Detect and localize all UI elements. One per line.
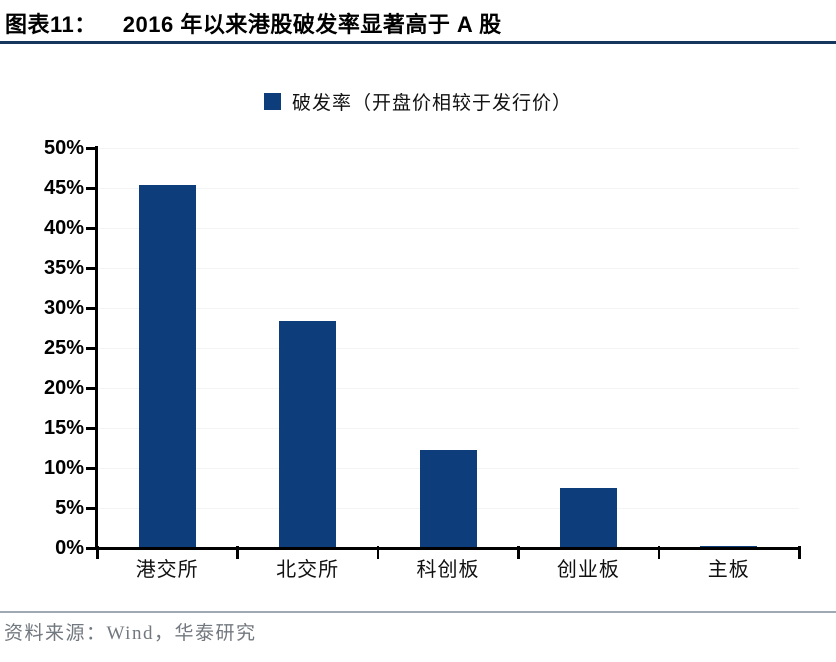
- gridline: [99, 308, 799, 309]
- gridline: [99, 268, 799, 269]
- y-axis-tick: [86, 187, 97, 190]
- y-axis-tick-label: 25%: [43, 337, 84, 359]
- x-axis-tick: [376, 546, 380, 559]
- x-axis-category-label: 主板: [707, 559, 750, 581]
- y-axis-tick: [86, 467, 97, 470]
- x-axis-tick: [517, 546, 520, 559]
- bar-港交所: [138, 184, 196, 548]
- y-axis-tick-label: 5%: [55, 497, 84, 519]
- gridline: [99, 388, 799, 389]
- y-axis-tick-label: 10%: [43, 457, 84, 479]
- y-axis-tick-label: 50%: [43, 137, 84, 159]
- y-axis-tick: [86, 227, 97, 230]
- bar-北交所: [279, 320, 337, 548]
- figure-title: 2016 年以来港股破发率显著高于 A 股: [122, 12, 502, 37]
- gridline: [99, 348, 799, 349]
- y-axis-tick: [86, 507, 97, 510]
- y-axis-tick: [86, 387, 97, 390]
- y-axis-tick-label: 45%: [43, 177, 84, 199]
- gridline: [99, 148, 799, 149]
- y-axis-line: [95, 146, 98, 550]
- chart-legend: 破发率（开盘价相较于发行价）: [0, 88, 836, 114]
- y-axis-tick-label: 20%: [43, 377, 84, 399]
- y-axis-tick: [86, 547, 97, 550]
- legend-label: 破发率（开盘价相较于发行价）: [291, 92, 572, 114]
- x-axis-category-label: 北交所: [276, 559, 340, 581]
- gridline: [99, 228, 799, 229]
- y-axis-tick-label: 30%: [43, 297, 84, 319]
- x-axis-tick: [657, 546, 661, 559]
- bar-科创板: [419, 450, 477, 548]
- y-axis-tick: [86, 267, 97, 270]
- y-axis-tick: [86, 307, 97, 310]
- x-axis-category-label: 科创板: [416, 559, 480, 581]
- x-axis-category-label: 创业板: [556, 559, 620, 581]
- x-axis-category-label: 港交所: [135, 559, 199, 581]
- x-axis-tick: [798, 546, 801, 559]
- x-axis-line: [95, 546, 801, 550]
- title-divider: [0, 41, 836, 44]
- x-axis-tick: [236, 546, 239, 559]
- gridline: [99, 428, 799, 429]
- figure-number-label: 图表11：: [5, 12, 97, 37]
- y-axis-tick-label: 0%: [55, 537, 84, 559]
- y-axis-tick: [86, 427, 97, 430]
- y-axis-tick-label: 35%: [43, 257, 84, 279]
- y-axis-tick-label: 15%: [43, 417, 84, 439]
- y-axis-tick: [86, 347, 97, 350]
- footer-divider: [0, 611, 836, 613]
- gridline: [99, 188, 799, 189]
- source-note: 资料来源：Wind，华泰研究: [4, 623, 257, 644]
- y-axis-tick-label: 40%: [43, 217, 84, 239]
- legend-swatch-icon: [263, 92, 281, 110]
- bar-创业板: [559, 488, 617, 548]
- x-axis-tick: [96, 546, 99, 559]
- y-axis-tick: [86, 147, 97, 150]
- figure-title-row: 图表11： 2016 年以来港股破发率显著高于 A 股: [5, 7, 831, 39]
